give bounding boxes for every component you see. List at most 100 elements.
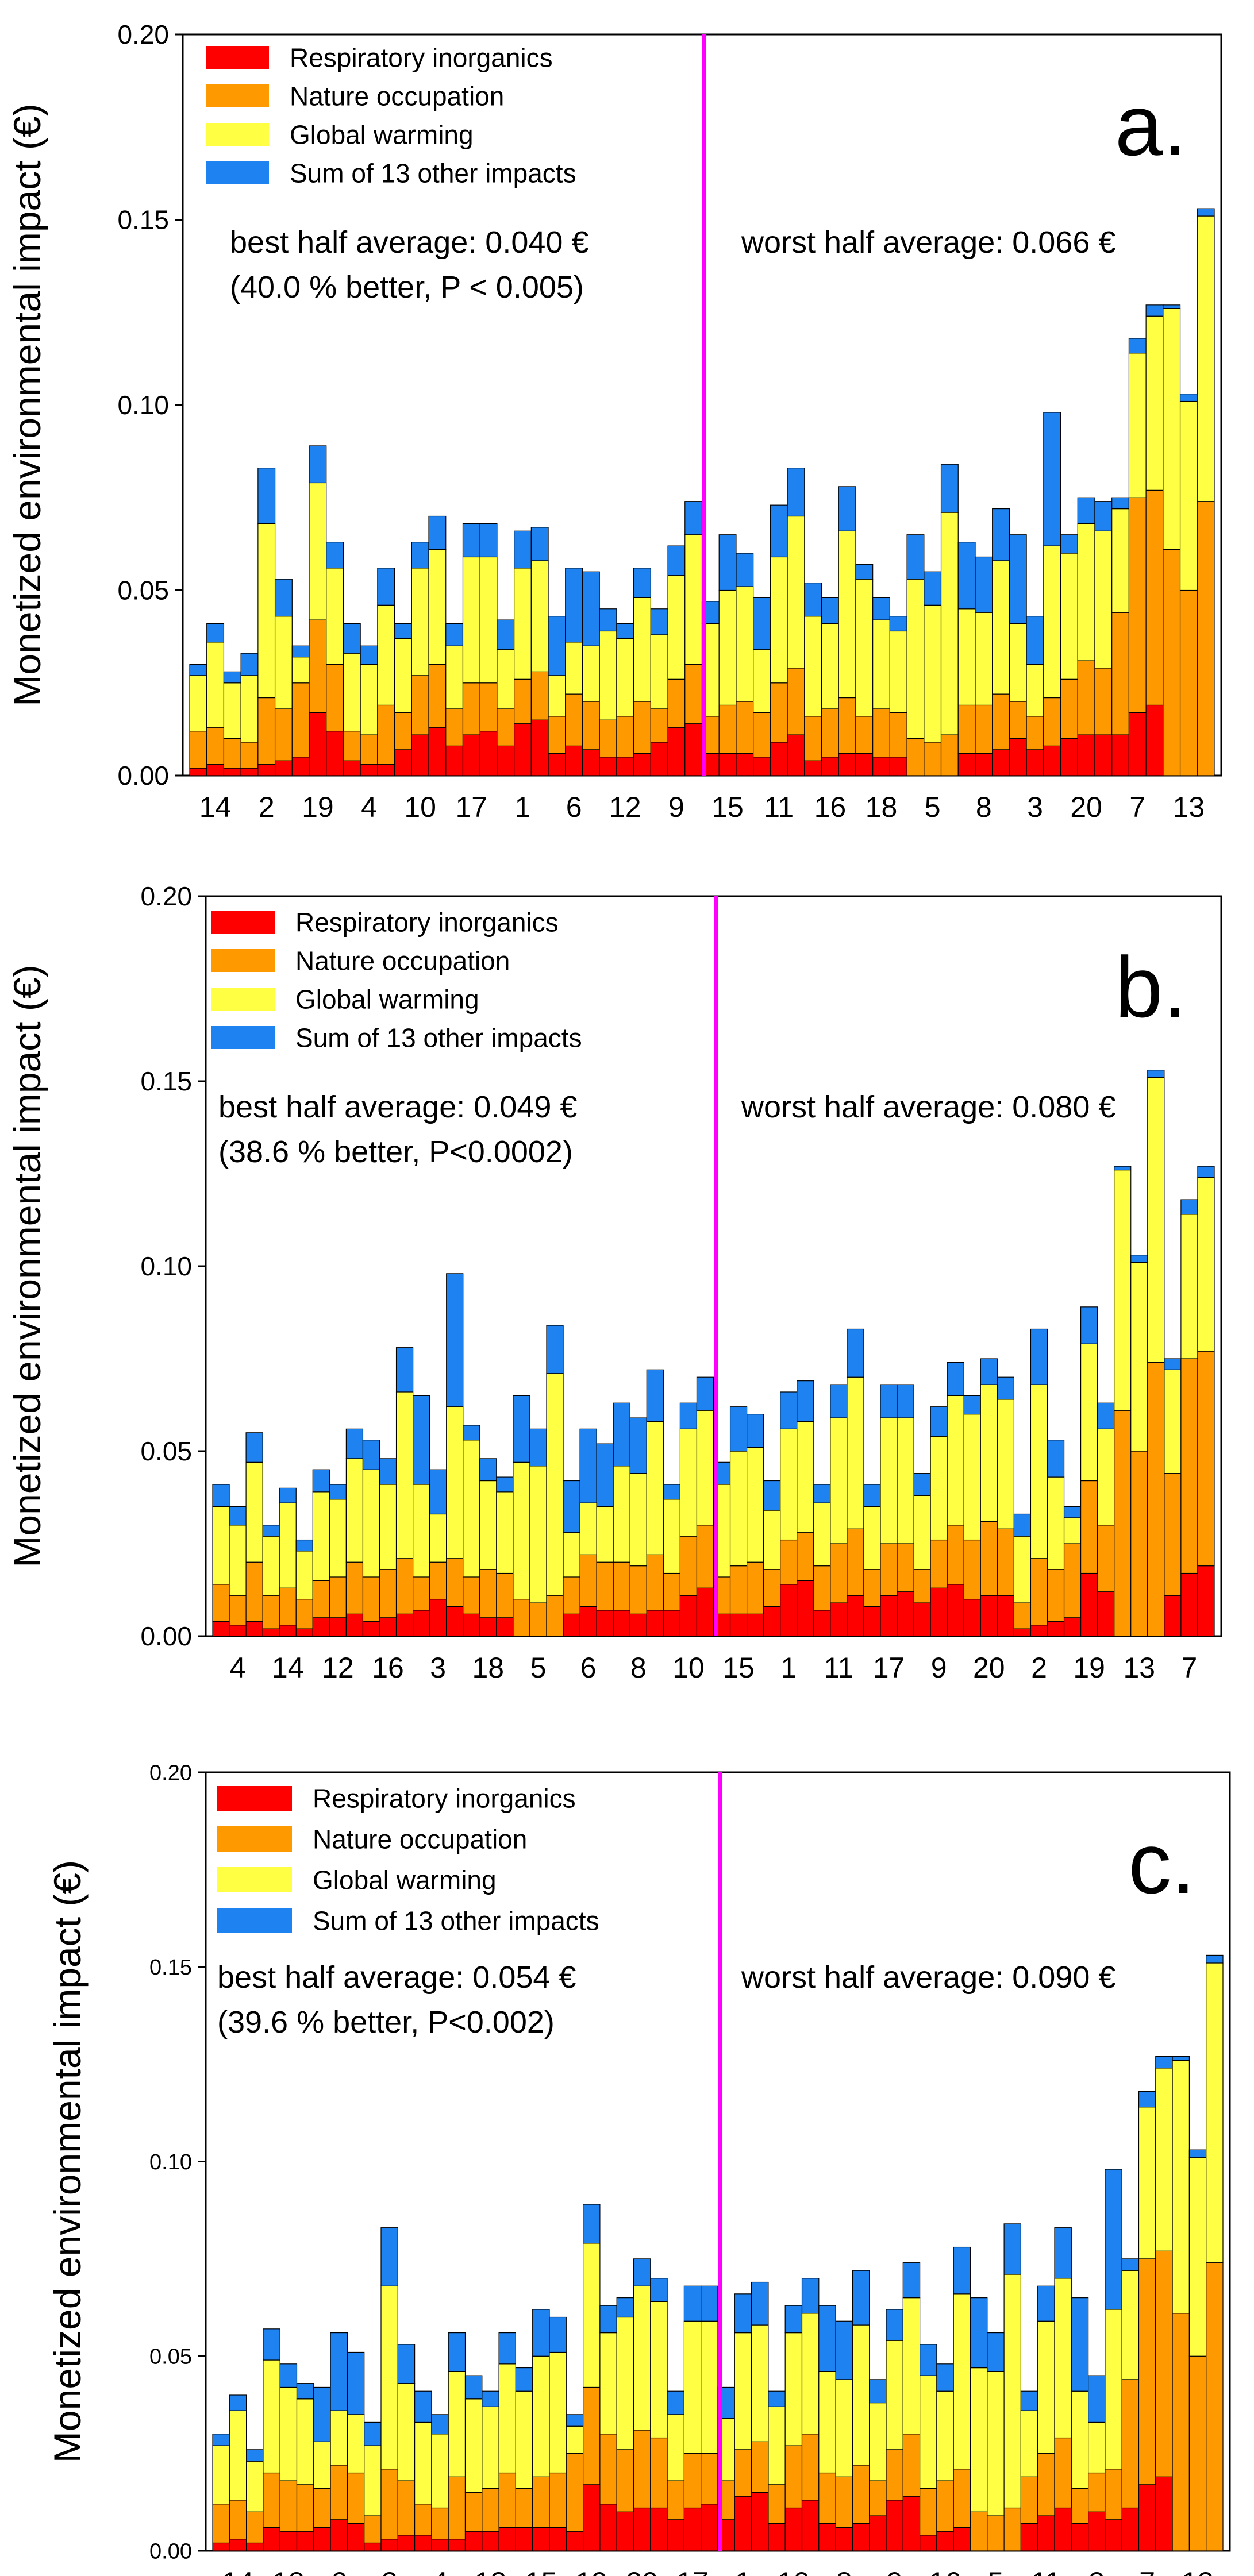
- bar-segment-other: [566, 2414, 584, 2427]
- bar-segment-nature: [947, 1525, 964, 1585]
- bar-segment-respiratory: [1164, 1595, 1182, 1637]
- bar-segment-respiratory: [445, 745, 464, 776]
- bar-segment-nature: [852, 2465, 870, 2524]
- bar-segment-other: [515, 2367, 533, 2392]
- bar-segment-warming: [1043, 545, 1061, 699]
- bar-segment-other: [729, 1406, 748, 1452]
- bar-segment-nature: [1130, 1451, 1148, 1637]
- bar-segment-warming: [650, 2301, 668, 2439]
- bar-segment-respiratory: [326, 730, 344, 776]
- bar-segment-nature: [863, 1569, 881, 1607]
- bar-segment-warming: [1080, 1343, 1098, 1482]
- x-tick-label: 10: [404, 791, 436, 823]
- bar-segment-respiratory: [872, 757, 890, 776]
- x-tick-label: 19: [1073, 1652, 1105, 1684]
- bar-segment-nature: [223, 738, 241, 769]
- bar-segment-other: [751, 2281, 769, 2326]
- legend-swatch-nature: [211, 949, 275, 972]
- bar-segment-nature: [582, 701, 600, 750]
- bar-segment-nature: [667, 678, 686, 728]
- bar-segment-other: [1206, 1954, 1224, 1964]
- bar-segment-other: [326, 542, 344, 569]
- bar-segment-respiratory: [852, 2523, 870, 2551]
- bar-group-10: 10: [394, 515, 447, 823]
- bar-segment-nature: [548, 716, 566, 754]
- bar-segment-other: [497, 619, 515, 650]
- bar-group-5: 5: [970, 2223, 1021, 2576]
- bar-segment-respiratory: [479, 730, 498, 776]
- bar-segment-nature: [411, 675, 429, 735]
- bar-segment-respiratory: [212, 2542, 230, 2551]
- bar-segment-warming: [445, 645, 464, 709]
- bar-segment-other: [953, 2246, 971, 2295]
- x-tick-label: 14: [199, 791, 232, 823]
- bar-segment-nature: [263, 2472, 280, 2528]
- bar-segment-warming: [448, 2371, 466, 2477]
- x-tick-label: 13: [1173, 791, 1205, 823]
- bar-segment-nature: [1080, 1480, 1098, 1574]
- bar-segment-respiratory: [718, 753, 737, 776]
- bar-segment-warming: [1164, 1369, 1182, 1474]
- legend-label: Global warming: [290, 120, 474, 150]
- bar-segment-nature: [279, 1587, 297, 1626]
- bar-segment-respiratory: [770, 742, 788, 776]
- bar-segment-other: [1197, 208, 1215, 217]
- bar-segment-nature: [1180, 1358, 1198, 1574]
- bar-segment-respiratory: [296, 2531, 314, 2551]
- bar-segment-nature: [787, 668, 805, 735]
- bar-segment-respiratory: [838, 753, 856, 776]
- bar-segment-warming: [189, 675, 207, 732]
- bar-segment-other: [813, 1484, 831, 1503]
- bar-segment-nature: [913, 1569, 931, 1603]
- legend-label: Sum of 13 other impacts: [290, 159, 576, 188]
- bar-segment-warming: [498, 2363, 516, 2474]
- bar-segment-warming: [667, 2414, 684, 2481]
- bar-segment-nature: [838, 697, 856, 754]
- bar-segment-other: [787, 468, 805, 517]
- best-half-average: best half average: 0.040 €: [230, 225, 588, 260]
- bar-segment-warming: [326, 568, 344, 665]
- bar-segment-other: [940, 464, 959, 513]
- bar-segment-respiratory: [1060, 738, 1078, 776]
- bar-segment-nature: [997, 1528, 1014, 1596]
- bar-segment-warming: [1020, 2410, 1038, 2477]
- bar-segment-respiratory: [582, 2484, 601, 2551]
- bar-segment-other: [930, 1406, 948, 1437]
- bar-group-14: 14: [189, 623, 241, 823]
- bar-segment-warming: [379, 1484, 397, 1570]
- bar-segment-respiratory: [1077, 734, 1095, 776]
- bar-segment-warming: [947, 1395, 964, 1526]
- bar-segment-nature: [763, 1569, 781, 1607]
- bar-segment-respiratory: [835, 2527, 853, 2551]
- bar-segment-warming: [464, 2398, 483, 2493]
- bar-group-9: 9: [869, 2262, 921, 2576]
- bar-group-11: 11: [1020, 2227, 1072, 2576]
- bar-segment-other: [312, 1469, 330, 1493]
- bar-segment-nature: [212, 2504, 230, 2544]
- bar-segment-other: [886, 2309, 903, 2341]
- y-tick-label: 0.00: [149, 2539, 192, 2563]
- bar-segment-respiratory: [992, 749, 1010, 776]
- bar-segment-warming: [980, 1384, 998, 1522]
- bar-segment-nature: [229, 1595, 247, 1626]
- bar-segment-other: [514, 530, 532, 569]
- x-tick-label: 1: [515, 791, 531, 823]
- bar-segment-respiratory: [1013, 1628, 1032, 1637]
- worst-half-average: worst half average: 0.090 €: [741, 1960, 1115, 1995]
- bar-segment-respiratory: [650, 742, 668, 776]
- x-tick-label: 2: [259, 791, 275, 823]
- bar-segment-other: [464, 2375, 483, 2400]
- bar-segment-nature: [380, 2469, 398, 2540]
- bar-segment-nature: [582, 2386, 601, 2485]
- bar-segment-warming: [701, 2320, 718, 2454]
- bar-segment-warming: [734, 2332, 752, 2450]
- bar-segment-other: [679, 1402, 698, 1429]
- bar-segment-warming: [906, 579, 925, 739]
- bar-segment-respiratory: [563, 1613, 580, 1637]
- bar-group-13: 13: [1163, 208, 1215, 823]
- bar-segment-other: [1060, 534, 1078, 554]
- bar-group-6: 6: [563, 1428, 614, 1684]
- bar-group-12: 12: [464, 2332, 516, 2576]
- bar-segment-warming: [246, 2461, 264, 2512]
- bar-segment-nature: [1094, 668, 1113, 735]
